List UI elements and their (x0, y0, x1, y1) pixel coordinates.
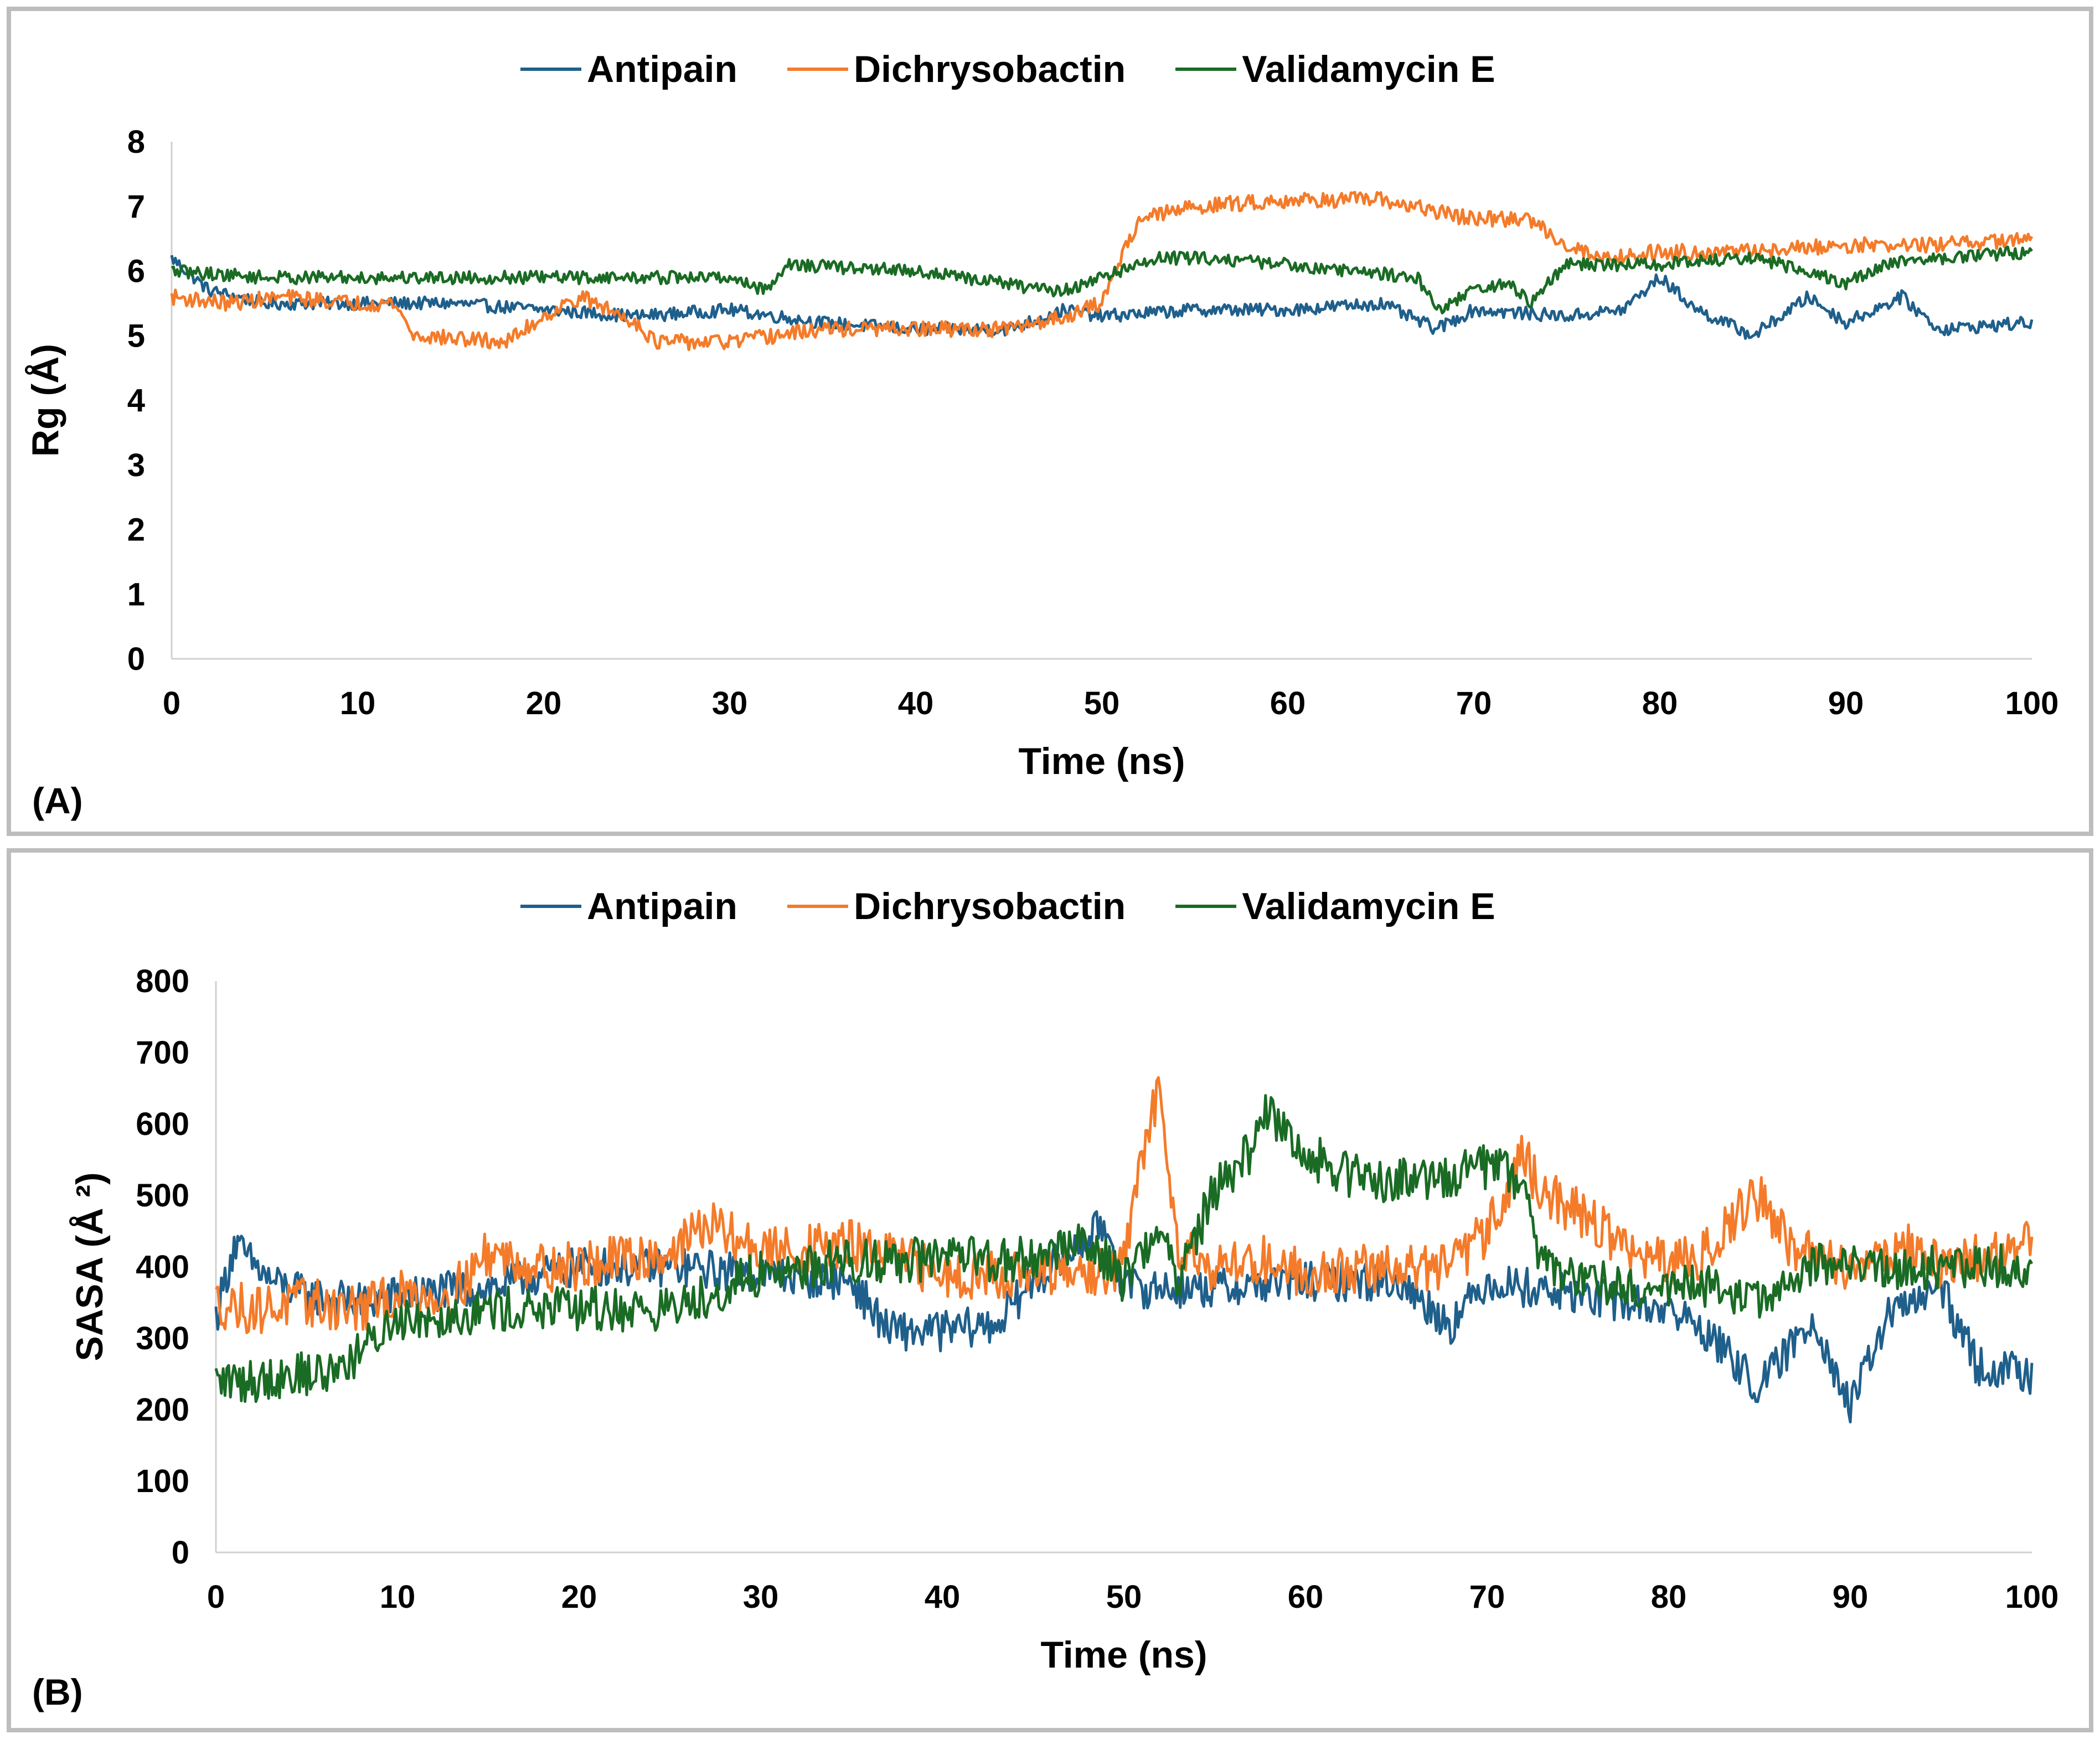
x-tick-label: 40 (925, 1579, 961, 1615)
x-tick-label: 70 (1456, 685, 1492, 721)
y-tick-label: 3 (127, 447, 145, 483)
x-tick-label: 40 (898, 685, 934, 721)
y-tick-label: 600 (136, 1106, 189, 1142)
x-tick-label: 20 (561, 1579, 597, 1615)
y-tick-label: 500 (136, 1178, 189, 1214)
x-tick-label: 20 (526, 685, 562, 721)
chart-b: 0 100 200 300 400 500 600 700 800 0 10 20 30 40 50 60 70… (69, 963, 2059, 1676)
legend-a: Antipain Dichrysobactin Validamycin E (520, 48, 1495, 91)
y-tick-label: 2 (127, 512, 145, 548)
legend-swatch (520, 68, 581, 71)
legend-item-antipain: Antipain (520, 48, 737, 91)
legend-label: Dichrysobactin (853, 885, 1126, 927)
x-tick-label: 60 (1270, 685, 1306, 721)
series-line-dichrysobactin (170, 190, 2034, 352)
x-tick-label: 90 (1833, 1579, 1869, 1615)
x-tick-label: 100 (2005, 685, 2059, 721)
x-tick-label: 0 (207, 1579, 225, 1615)
x-tick-label: 80 (1642, 685, 1678, 721)
panel-a: Antipain Dichrysobactin Validamycin E 0 1… (7, 7, 2093, 836)
legend-item-antipain: Antipain (520, 885, 737, 928)
legend-b: Antipain Dichrysobactin Validamycin E (520, 885, 1495, 928)
x-axis-title: Time (ns) (1018, 740, 1185, 782)
x-tick-label: 10 (340, 685, 376, 721)
x-axis-title: Time (ns) (1040, 1634, 1207, 1676)
y-axis-title: Rg (Å) (24, 344, 66, 457)
legend-item-dichrysobactin: Dichrysobactin (787, 48, 1126, 91)
legend-swatch (787, 905, 848, 908)
y-axis-title: SASA (Å ²) (69, 1172, 111, 1361)
legend-label: Antipain (587, 48, 737, 90)
series-line-antipain (170, 255, 2034, 340)
y-tick-label: 4 (127, 383, 145, 419)
legend-item-validamycin-e: Validamycin E (1175, 48, 1495, 91)
x-tick-label: 80 (1651, 1579, 1687, 1615)
y-tick-label: 800 (136, 963, 189, 999)
x-tick-label: 90 (1828, 685, 1864, 721)
x-tick-label: 60 (1288, 1579, 1324, 1615)
legend-swatch (1175, 68, 1237, 71)
series-line-validamycin-e (214, 1094, 2034, 1403)
y-tick-label: 100 (136, 1463, 189, 1499)
x-tick-label: 70 (1469, 1579, 1505, 1615)
y-tick-label: 6 (127, 254, 145, 290)
x-tick-label: 50 (1084, 685, 1120, 721)
panel-label-b: (B) (32, 1671, 83, 1712)
y-tick-label: 0 (172, 1535, 189, 1571)
x-tick-label: 100 (2005, 1579, 2059, 1615)
x-tick-label: 0 (163, 685, 180, 721)
y-tick-label: 200 (136, 1392, 189, 1428)
legend-label: Validamycin E (1242, 48, 1495, 90)
panel-label-a: (A) (32, 780, 83, 821)
legend-swatch (787, 68, 848, 71)
legend-swatch (1175, 905, 1237, 908)
y-tick-label: 0 (127, 641, 145, 677)
x-tick-label: 10 (380, 1579, 416, 1615)
x-tick-label: 30 (712, 685, 748, 721)
legend-label: Validamycin E (1242, 885, 1495, 927)
x-tick-label: 30 (743, 1579, 779, 1615)
series-line-validamycin-e (171, 245, 2034, 314)
legend-label: Antipain (587, 885, 737, 927)
series-line-dichrysobactin (215, 1076, 2034, 1334)
legend-swatch (520, 905, 581, 908)
y-tick-label: 400 (136, 1249, 189, 1285)
y-tick-label: 5 (127, 318, 145, 354)
y-tick-label: 300 (136, 1320, 189, 1356)
panel-b: Antipain Dichrysobactin Validamycin E 0 1… (7, 848, 2093, 1732)
legend-label: Dichrysobactin (853, 48, 1126, 90)
y-tick-label: 700 (136, 1035, 189, 1071)
x-tick-label: 50 (1106, 1579, 1142, 1615)
y-tick-label: 8 (127, 124, 145, 160)
legend-item-validamycin-e: Validamycin E (1175, 885, 1495, 928)
y-tick-label: 1 (127, 576, 145, 612)
y-tick-label: 7 (127, 189, 145, 225)
legend-item-dichrysobactin: Dichrysobactin (787, 885, 1126, 928)
